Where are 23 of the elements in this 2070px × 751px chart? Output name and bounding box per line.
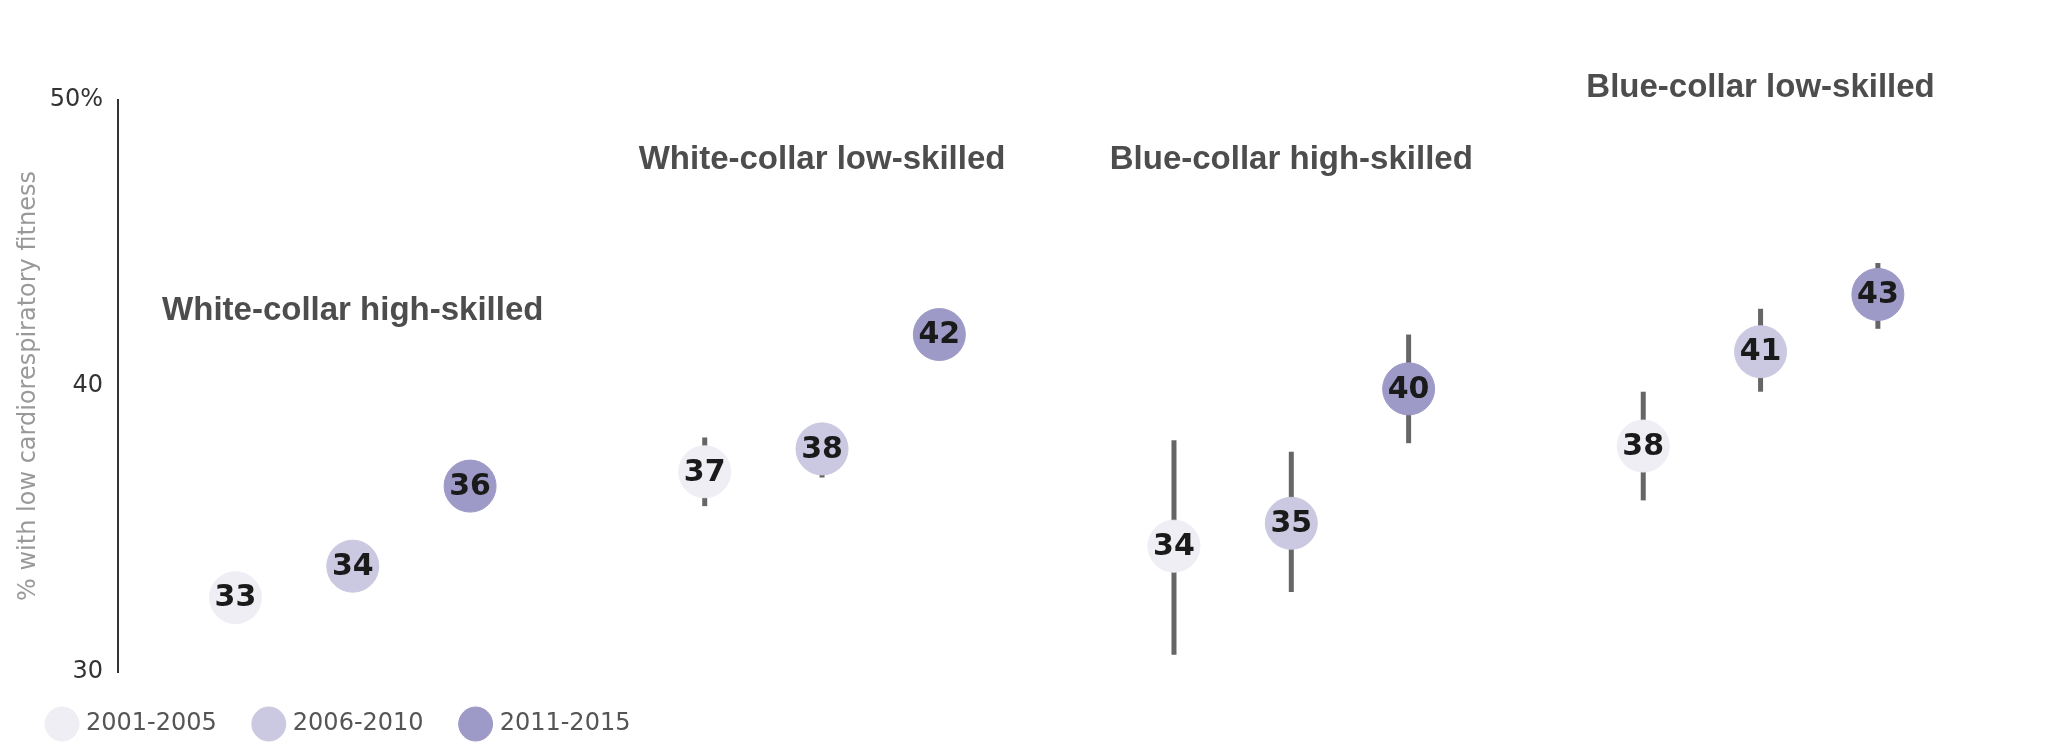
data-label: 40 [1387,369,1430,405]
data-label: 38 [1622,426,1665,462]
data-label: 36 [449,466,491,502]
x-tick-label: Blue-collar low-skilled [1586,67,1935,105]
y-tick-label: 50% [49,84,104,113]
x-tick-label: White-collar low-skilled [638,138,1006,176]
x-tick-label: Blue-collar high-skilled [1109,138,1473,176]
data-label: 38 [801,429,843,465]
data-label: 35 [1270,504,1313,540]
legend-label: 2001-2005 [86,708,217,737]
data-label: 33 [214,578,257,614]
data-label: 42 [918,315,961,351]
data-label: 37 [683,452,726,488]
data-label: 41 [1739,332,1782,368]
data-label: 34 [1153,526,1195,562]
legend-label: 2006-2010 [292,708,424,737]
x-tick-label: White-collar high-skilled [162,290,544,328]
data-label: 34 [331,546,374,582]
y-tick-label: 30 [72,656,104,685]
y-tick-label: 40 [72,370,104,399]
legend-label: 2011-2015 [499,708,631,737]
y-axis-title: % with low cardiorespiratory fitness [12,171,41,601]
data-label: 43 [1857,275,1899,311]
